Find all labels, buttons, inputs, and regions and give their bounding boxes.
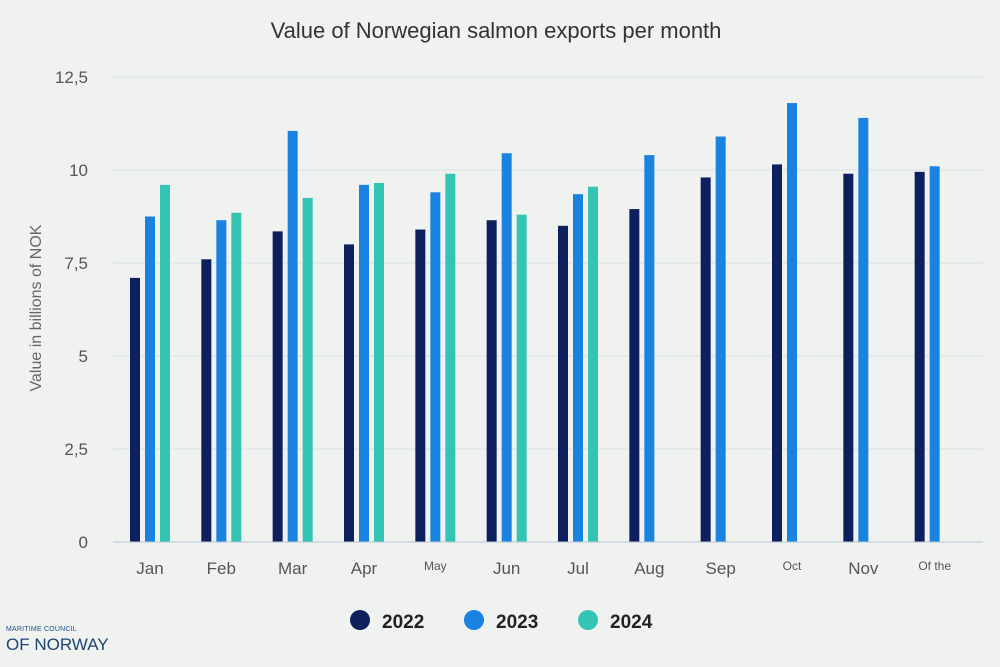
x-tick-label: Oct: [783, 559, 802, 573]
y-tick-label: 7,5: [64, 254, 88, 273]
bar-2024-apr: [374, 183, 384, 542]
bar-2022-nov: [843, 173, 854, 542]
bar-2022-aug: [629, 209, 640, 542]
x-tick-label: May: [424, 559, 447, 573]
y-tick-label: 12,5: [55, 68, 88, 87]
bar-2023-sep: [715, 136, 726, 542]
x-tick-label: Of the: [918, 559, 951, 573]
logo-line-2: OF NORWAY: [6, 635, 109, 654]
y-tick-label: 5: [79, 347, 88, 366]
y-tick-label: 0: [79, 533, 88, 552]
x-axis-ticks: Jan Feb Mar Apr May Jun Jul Aug Sep Oct Nov Of the: [136, 559, 951, 578]
x-tick-label: Apr: [351, 559, 378, 578]
bar-2024-jan: [160, 184, 170, 542]
x-tick-label: Feb: [207, 559, 236, 578]
bar-2024-mar: [302, 197, 313, 542]
maritime-council-logo: MARITIME COUNCIL OF NORWAY: [6, 626, 109, 653]
bar-2022-sep: [700, 177, 711, 542]
bar-2022-mar: [272, 231, 283, 542]
bar-2022-oct: [772, 164, 782, 543]
x-tick-label: Nov: [848, 559, 879, 578]
bar-2024-feb: [231, 212, 242, 542]
chart-title: Value of Norwegian salmon exports per mo…: [271, 18, 722, 43]
legend-label-2022[interactable]: 2022: [382, 612, 424, 633]
legend-label-2024[interactable]: 2024: [610, 612, 653, 633]
legend-marker-2024[interactable]: [578, 610, 598, 630]
bar-2022-jan: [130, 277, 140, 542]
bar-2022-may: [415, 229, 426, 542]
x-tick-label: Jul: [567, 559, 589, 578]
bar-2024-jun: [516, 214, 527, 542]
logo-line-1: MARITIME COUNCIL: [6, 626, 77, 633]
bar-2023-apr: [359, 184, 369, 542]
bar-2023-may: [430, 192, 441, 542]
bar-2023-aug: [644, 155, 655, 542]
bar-2024-may: [445, 173, 456, 542]
bar-2023-of-the: [929, 166, 940, 542]
bar-2022-feb: [201, 259, 212, 542]
bar-2023-oct: [787, 103, 797, 542]
bar-2023-jan: [145, 216, 155, 542]
bar-2022-jun: [486, 220, 497, 542]
bar-2023-jul: [573, 194, 583, 542]
x-tick-label: Jun: [493, 559, 520, 578]
legend-label-2023[interactable]: 2023: [496, 612, 538, 633]
bar-2023-nov: [858, 117, 869, 543]
gridlines: [113, 76, 983, 450]
legend[interactable]: 2022 2023 2024: [350, 610, 653, 633]
y-tick-label: 2,5: [64, 440, 88, 459]
bar-2023-feb: [216, 220, 227, 542]
y-axis-ticks: 0 2,5 5 7,5 10 12,5: [55, 68, 88, 552]
bar-2022-jul: [558, 225, 568, 543]
x-tick-label: Mar: [278, 559, 308, 578]
y-tick-label: 10: [69, 161, 88, 180]
bar-2022-of-the: [914, 171, 925, 543]
legend-marker-2022[interactable]: [350, 610, 370, 630]
bars: [130, 103, 940, 543]
bar-2022-apr: [344, 244, 354, 542]
bar-2024-jul: [588, 186, 598, 543]
x-tick-label: Jan: [136, 559, 163, 578]
bar-2023-mar: [287, 130, 298, 542]
y-axis-label: Value in billions of NOK: [28, 224, 45, 391]
x-tick-label: Aug: [634, 559, 664, 578]
legend-marker-2023[interactable]: [464, 610, 484, 630]
bar-2023-jun: [501, 153, 512, 542]
x-tick-label: Sep: [706, 559, 736, 578]
